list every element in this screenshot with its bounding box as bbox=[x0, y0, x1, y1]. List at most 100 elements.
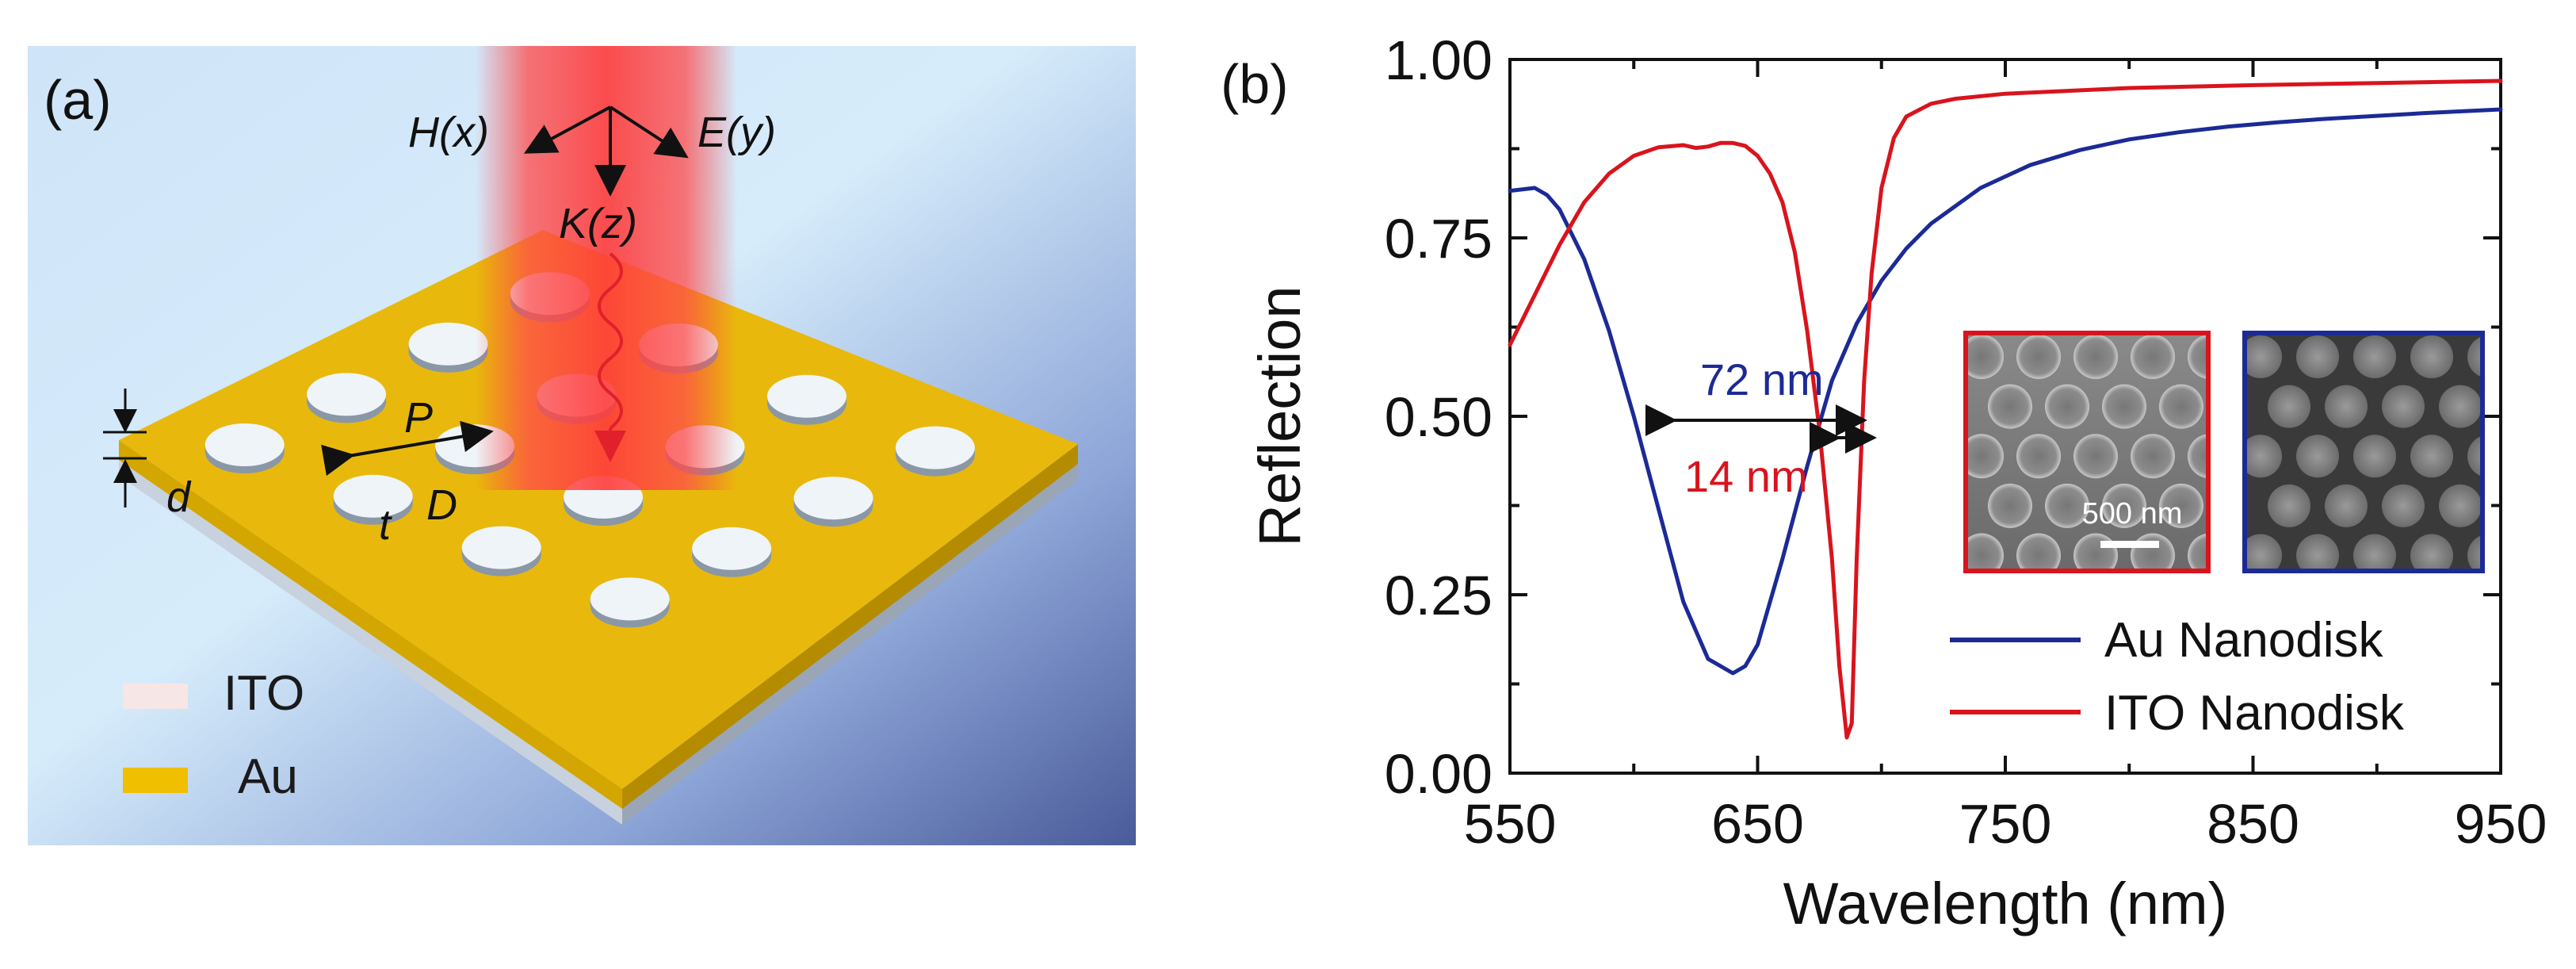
sem-particle bbox=[2382, 385, 2425, 428]
scale-bar bbox=[2100, 541, 2159, 548]
nanodisk bbox=[204, 423, 285, 473]
x-tick-label: 650 bbox=[1711, 793, 1804, 855]
sem-particle bbox=[2016, 335, 2061, 379]
thickness-label: t bbox=[379, 501, 392, 549]
nanodisk bbox=[793, 477, 873, 527]
nanodisk bbox=[692, 527, 772, 577]
sem-particle bbox=[2467, 435, 2482, 477]
legend-label-au-nanodisk: Au Nanodisk bbox=[2104, 613, 2384, 668]
legend-label-au: Au bbox=[238, 749, 298, 804]
legend-swatch-ito bbox=[123, 684, 188, 709]
nanodisk bbox=[307, 373, 387, 423]
sem-particle bbox=[2467, 534, 2482, 571]
h-field-label: H(x) bbox=[408, 109, 489, 156]
sem-particle bbox=[2325, 484, 2368, 527]
sem-particle bbox=[2353, 435, 2396, 478]
legend-label-ito-nanodisk: ITO Nanodisk bbox=[2104, 686, 2405, 741]
sem-particle bbox=[2325, 385, 2368, 428]
sem-particle bbox=[2268, 484, 2310, 527]
axis-tick-labels: 550 650 750 850 950 0.00 0.25 0.50 0.75 1.00 bbox=[1385, 29, 2547, 855]
sem-particle bbox=[2382, 484, 2425, 527]
sem-particle bbox=[2102, 483, 2146, 528]
sem-particle bbox=[2439, 385, 2482, 428]
sem-inset-ito: 500 nm bbox=[1963, 331, 2211, 573]
y-tick-label: 0.50 bbox=[1385, 386, 1492, 448]
series-line-ito-nanodisk bbox=[1508, 79, 2503, 740]
sem-inset-au bbox=[2242, 331, 2485, 573]
sem-particle bbox=[2188, 335, 2208, 379]
sem-particle bbox=[2353, 335, 2396, 378]
panel-a: H(x) E(y) K(z) P D t d ITO Au (a) bbox=[28, 46, 1136, 845]
chart-legend: Au Nanodisk ITO Nanodisk bbox=[1950, 613, 2405, 741]
ito-fwhm-label: 14 nm bbox=[1684, 451, 1808, 501]
field-vectors bbox=[523, 105, 689, 462]
sem-particle bbox=[2296, 534, 2339, 571]
sem-particle bbox=[2016, 434, 2061, 479]
sem-particle bbox=[2188, 533, 2208, 571]
sem-particle bbox=[2073, 335, 2118, 379]
y-tick-label: 1.00 bbox=[1385, 29, 1492, 91]
x-tick-label: 750 bbox=[1959, 793, 2052, 855]
sem-particle bbox=[2045, 483, 2089, 528]
e-field-label: E(y) bbox=[698, 109, 776, 156]
data-series bbox=[1508, 79, 2503, 740]
nanodisk bbox=[333, 474, 413, 525]
sem-particle bbox=[2245, 335, 2282, 378]
nanodisk bbox=[766, 374, 847, 425]
sem-particle bbox=[2410, 534, 2453, 571]
sem-particle bbox=[2296, 435, 2339, 478]
sem-particle bbox=[1966, 434, 2004, 479]
k-vector-label: K(z) bbox=[559, 200, 637, 247]
scale-bar-label: 500 nm bbox=[2082, 497, 2183, 530]
sem-particle bbox=[2410, 435, 2453, 478]
sem-particle bbox=[2102, 384, 2146, 429]
nanodisk bbox=[408, 322, 488, 373]
x-axis-title: Wavelength (nm) bbox=[1783, 871, 2228, 936]
y-tick-label: 0.00 bbox=[1385, 743, 1492, 805]
panel-a-label: (a) bbox=[44, 69, 112, 131]
sem-particle bbox=[1988, 384, 2032, 429]
sem-particle bbox=[2353, 534, 2396, 571]
sem-particle bbox=[2016, 533, 2061, 571]
nanodisk bbox=[895, 426, 975, 477]
sem-frame-au bbox=[2242, 331, 2485, 573]
sem-particle bbox=[2159, 384, 2203, 429]
y-tick-label: 0.75 bbox=[1385, 208, 1492, 270]
period-label: P bbox=[404, 394, 433, 442]
legend-label-ito: ITO bbox=[224, 666, 304, 721]
x-tick-label: 850 bbox=[2207, 793, 2299, 855]
fwhm-annotations bbox=[1645, 404, 1877, 454]
sem-particle bbox=[2296, 335, 2339, 378]
panel-a-legend: ITO Au bbox=[123, 666, 304, 804]
diameter-label: D bbox=[426, 481, 457, 529]
axis-ticks bbox=[1508, 58, 2502, 775]
sem-particle bbox=[1966, 335, 2004, 379]
y-axis-title: Reflection bbox=[1247, 285, 1313, 546]
au-fwhm-label: 72 nm bbox=[1700, 354, 1824, 404]
nanodisk bbox=[461, 526, 541, 576]
y-tick-label: 0.25 bbox=[1385, 565, 1492, 626]
sem-particle bbox=[2131, 434, 2175, 479]
panel-b: (b) 550 650 750 850 9500.000.250.500.751.00 … bbox=[1221, 29, 2547, 936]
laser-beam bbox=[476, 46, 737, 490]
nanodisk bbox=[590, 577, 670, 628]
x-tick-label: 950 bbox=[2455, 793, 2547, 855]
x-tick-label: 550 bbox=[1464, 793, 1557, 855]
panel-b-label: (b) bbox=[1221, 53, 1289, 115]
wave-icon bbox=[598, 252, 623, 430]
gap-label: d bbox=[166, 473, 192, 521]
sem-particle bbox=[2245, 534, 2282, 571]
sem-particle bbox=[2268, 385, 2310, 428]
sem-particle bbox=[2131, 335, 2175, 379]
sem-particle bbox=[2159, 483, 2203, 528]
legend-swatch-au bbox=[123, 768, 188, 793]
sem-particle bbox=[1966, 533, 2004, 571]
sem-particle bbox=[2467, 336, 2482, 377]
sem-particle bbox=[1988, 483, 2032, 528]
sem-frame-ito bbox=[1963, 331, 2211, 573]
sem-particle bbox=[2073, 434, 2118, 479]
sem-particle bbox=[2045, 384, 2089, 429]
series-line-au-nanodisk bbox=[1508, 107, 2503, 676]
dimension-markers bbox=[103, 389, 494, 507]
